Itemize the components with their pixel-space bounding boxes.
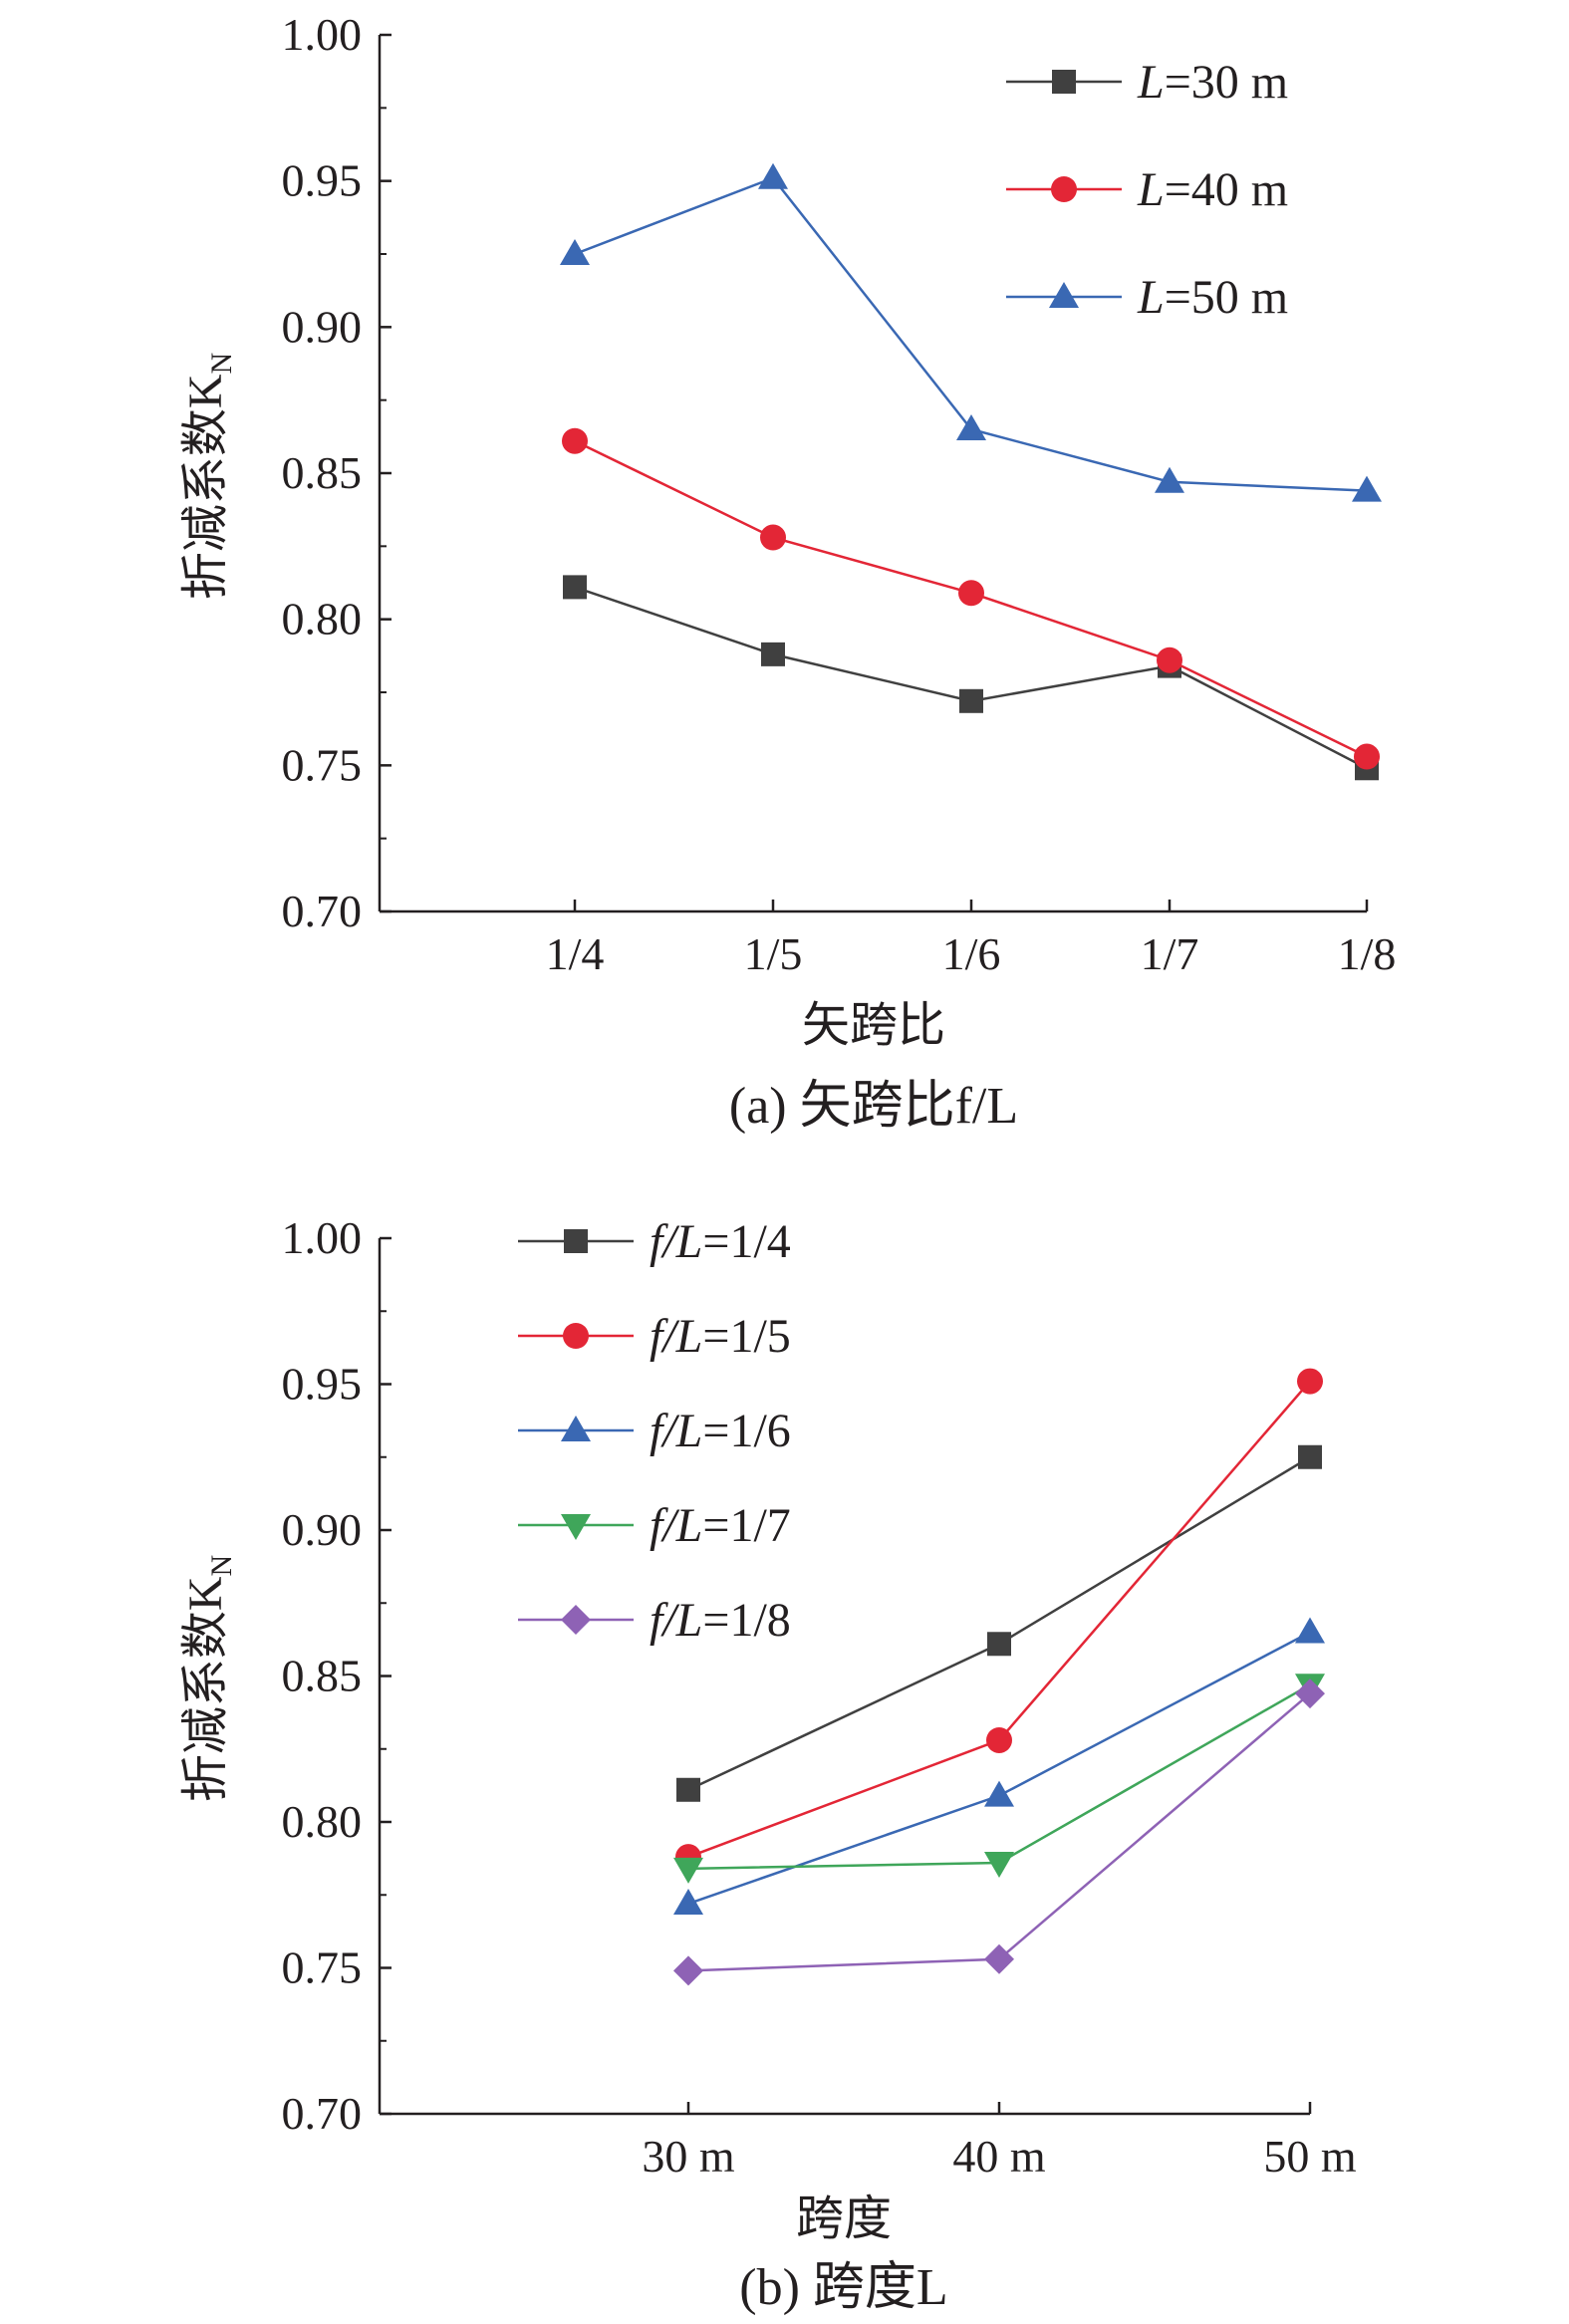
x-axis-title: 矢跨比 xyxy=(802,999,945,1052)
x-tick-label: 1/4 xyxy=(546,928,605,979)
legend-marker-3 xyxy=(561,1514,591,1540)
legend-label-var: f/L xyxy=(650,1594,702,1647)
legend-marker-0 xyxy=(564,1229,588,1253)
y-tick-label: 0.80 xyxy=(282,1796,363,1847)
data-point-s1-2 xyxy=(1297,1368,1323,1395)
data-point-s2-1 xyxy=(984,1780,1014,1807)
legend-marker-2 xyxy=(1049,282,1079,308)
legend-label-rest: =30 m xyxy=(1165,56,1288,109)
legend-label-rest: =1/8 xyxy=(702,1594,790,1647)
legend-label-2: L=50 m xyxy=(1137,271,1288,324)
y-axis-title-main: 折减系数K xyxy=(179,1576,232,1802)
y-tick-label: 1.00 xyxy=(282,1212,363,1263)
chart-panel-a: 0.70 0.75 0.80 0.85 0.90 0.95 1.00 1/4 1/5 1/6 1/7… xyxy=(179,9,1396,1135)
legend-label-rest: =50 m xyxy=(1165,271,1288,324)
legend-label-var: f/L xyxy=(650,1310,702,1363)
legend-label-1: L=40 m xyxy=(1137,163,1288,216)
y-axis-title-group: 折减系数KN xyxy=(179,1555,238,1802)
legend-marker-1 xyxy=(563,1323,589,1349)
x-tick-label: 40 m xyxy=(952,2131,1046,2182)
y-tick-label: 0.80 xyxy=(282,594,363,645)
legend-label-4: f/L=1/8 xyxy=(650,1594,791,1647)
data-point-s1-1 xyxy=(760,524,786,551)
x-tick-label: 30 m xyxy=(642,2131,735,2182)
data-point-s4-1 xyxy=(984,1943,1014,1974)
data-point-s2-3 xyxy=(1155,466,1184,493)
y-axis-title-main: 折减系数K xyxy=(179,374,232,600)
legend-label-var: L xyxy=(1137,163,1165,216)
legend-label-var: L xyxy=(1137,271,1165,324)
data-point-s0-2 xyxy=(959,688,983,713)
legend-label-rest: =1/5 xyxy=(702,1310,790,1363)
data-point-s1-4 xyxy=(1354,743,1380,770)
y-axis-title-subscript: N xyxy=(205,353,238,375)
x-tick-label: 1/6 xyxy=(942,928,1001,979)
legend-label-2: f/L=1/6 xyxy=(650,1405,791,1457)
data-point-s0-0 xyxy=(676,1777,700,1802)
y-axis-title-group: 折减系数KN xyxy=(179,353,238,600)
legend-marker-4 xyxy=(561,1605,591,1635)
x-axis-title: 跨度 xyxy=(796,2193,892,2245)
x-tick-label: 50 m xyxy=(1263,2131,1357,2182)
x-tick-label: 1/7 xyxy=(1141,928,1199,979)
x-tick-label: 1/5 xyxy=(744,928,803,979)
y-tick-label: 0.90 xyxy=(282,301,363,352)
legend-label-rest: =1/7 xyxy=(702,1499,790,1552)
legend-label-rest: =40 m xyxy=(1165,163,1288,216)
data-point-s0-2 xyxy=(1298,1444,1322,1469)
y-axis-title: 折减系数KN xyxy=(179,353,238,600)
chart-panel-b: 0.70 0.75 0.80 0.85 0.90 0.95 1.00 30 m 40 m 50 m… xyxy=(179,1212,1357,2316)
y-tick-label: 0.70 xyxy=(282,886,363,936)
data-point-s4-2 xyxy=(1295,1678,1325,1709)
legend-label-0: f/L=1/4 xyxy=(650,1215,791,1268)
legend-label-1: f/L=1/5 xyxy=(650,1310,791,1363)
y-tick-label: 0.70 xyxy=(282,2088,363,2139)
data-point-s4-0 xyxy=(673,1955,703,1986)
chart-caption: (b) 跨度L xyxy=(739,2259,947,2316)
data-point-s2-2 xyxy=(1295,1617,1325,1644)
data-point-s0-1 xyxy=(761,642,785,666)
legend-label-rest: =1/6 xyxy=(702,1405,790,1457)
data-point-s2-0 xyxy=(560,239,590,265)
chart-caption: (a) 矢跨比f/L xyxy=(729,1078,1018,1135)
data-point-s1-0 xyxy=(562,427,588,454)
series-line-0 xyxy=(574,586,1368,770)
legend-label-0: L=30 m xyxy=(1137,56,1288,109)
y-axis-title: 折减系数KN xyxy=(179,1555,238,1802)
y-tick-label: 1.00 xyxy=(282,9,363,60)
data-point-s1-3 xyxy=(1157,646,1182,673)
data-point-s0-0 xyxy=(563,575,587,600)
legend-label-var: f/L xyxy=(650,1215,702,1268)
data-point-s2-4 xyxy=(1352,475,1382,502)
y-tick-label: 0.90 xyxy=(282,1504,363,1555)
data-point-s1-1 xyxy=(986,1726,1012,1753)
legend-label-3: f/L=1/7 xyxy=(650,1499,791,1552)
series-line-3 xyxy=(687,1683,1311,1871)
y-tick-label: 0.95 xyxy=(282,1359,363,1410)
legend-marker-0 xyxy=(1052,70,1076,94)
y-tick-label: 0.75 xyxy=(282,1942,363,1993)
y-axis-title-subscript: N xyxy=(205,1555,238,1577)
data-point-s2-0 xyxy=(673,1889,703,1916)
y-tick-label: 0.85 xyxy=(282,1651,363,1701)
legend-label-var: L xyxy=(1137,56,1165,109)
y-tick-label: 0.85 xyxy=(282,447,363,498)
series-line-2 xyxy=(574,176,1368,492)
data-point-s1-2 xyxy=(958,580,984,607)
y-tick-label: 0.95 xyxy=(282,155,363,206)
legend-label-var: f/L xyxy=(650,1405,702,1457)
data-point-s3-1 xyxy=(984,1852,1014,1879)
data-point-s0-1 xyxy=(987,1632,1011,1657)
x-tick-label: 1/8 xyxy=(1338,928,1397,979)
data-point-s2-1 xyxy=(758,162,788,189)
legend-label-var: f/L xyxy=(650,1499,702,1552)
legend-marker-2 xyxy=(561,1416,591,1441)
data-point-s3-0 xyxy=(673,1857,703,1884)
y-tick-label: 0.75 xyxy=(282,739,363,790)
legend-marker-1 xyxy=(1051,176,1077,202)
legend-label-rest: =1/4 xyxy=(702,1215,790,1268)
data-point-s2-2 xyxy=(956,414,986,440)
